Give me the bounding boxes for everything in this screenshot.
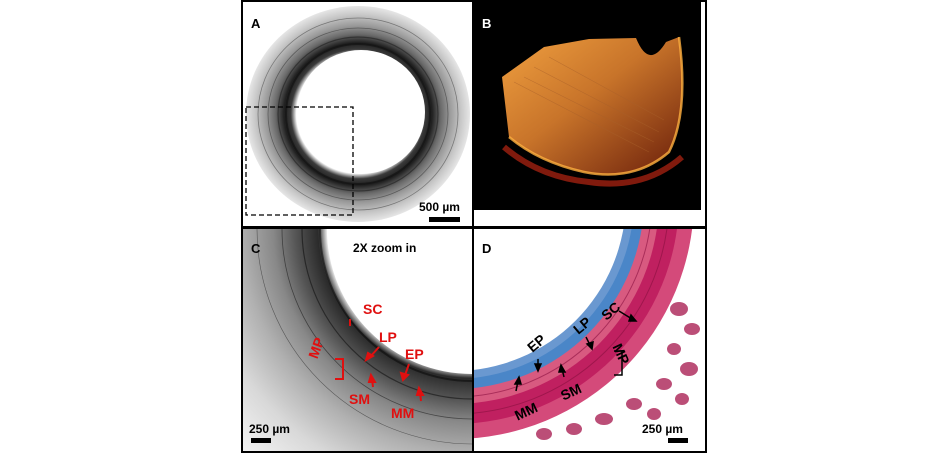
panel-letter-d: D [482,241,492,256]
label-lp-c: LP [379,329,397,345]
panel-a-cross-section: A 500 µm [243,2,472,226]
scale-bar-a [429,217,460,222]
label-sc-c: SC [363,301,383,317]
scale-bar-label-c: 250 µm [249,422,290,436]
microscopy-figure: A 500 µm B [241,0,707,453]
panel-letter-b: B [482,16,492,31]
panel-letter-a: A [251,16,261,31]
scale-bar-label-a: 500 µm [419,200,460,214]
panel-d-histology: D EP LP SC MP SM MM 250 µm [474,229,705,451]
scale-bar-c [251,438,271,443]
zoom-region-box [245,106,354,216]
label-sm-c: SM [349,391,370,407]
fluorescence-render-image [474,2,705,226]
tissue-ring-image [245,6,470,222]
zoom-label: 2X zoom in [353,241,417,255]
scale-bar-d [668,438,688,443]
panel-b-3d-render: B [474,2,705,226]
label-ep-c: EP [405,346,424,362]
panel-c-zoomed-section: C 2X zoom in SC LP EP MP SM MM 250 µm [243,229,472,451]
panel-letter-c: C [251,241,261,256]
zoomed-tissue-image [243,229,472,451]
scale-bar-label-d: 250 µm [642,422,683,436]
stained-section-image [474,229,705,451]
label-mm-c: MM [391,405,415,421]
